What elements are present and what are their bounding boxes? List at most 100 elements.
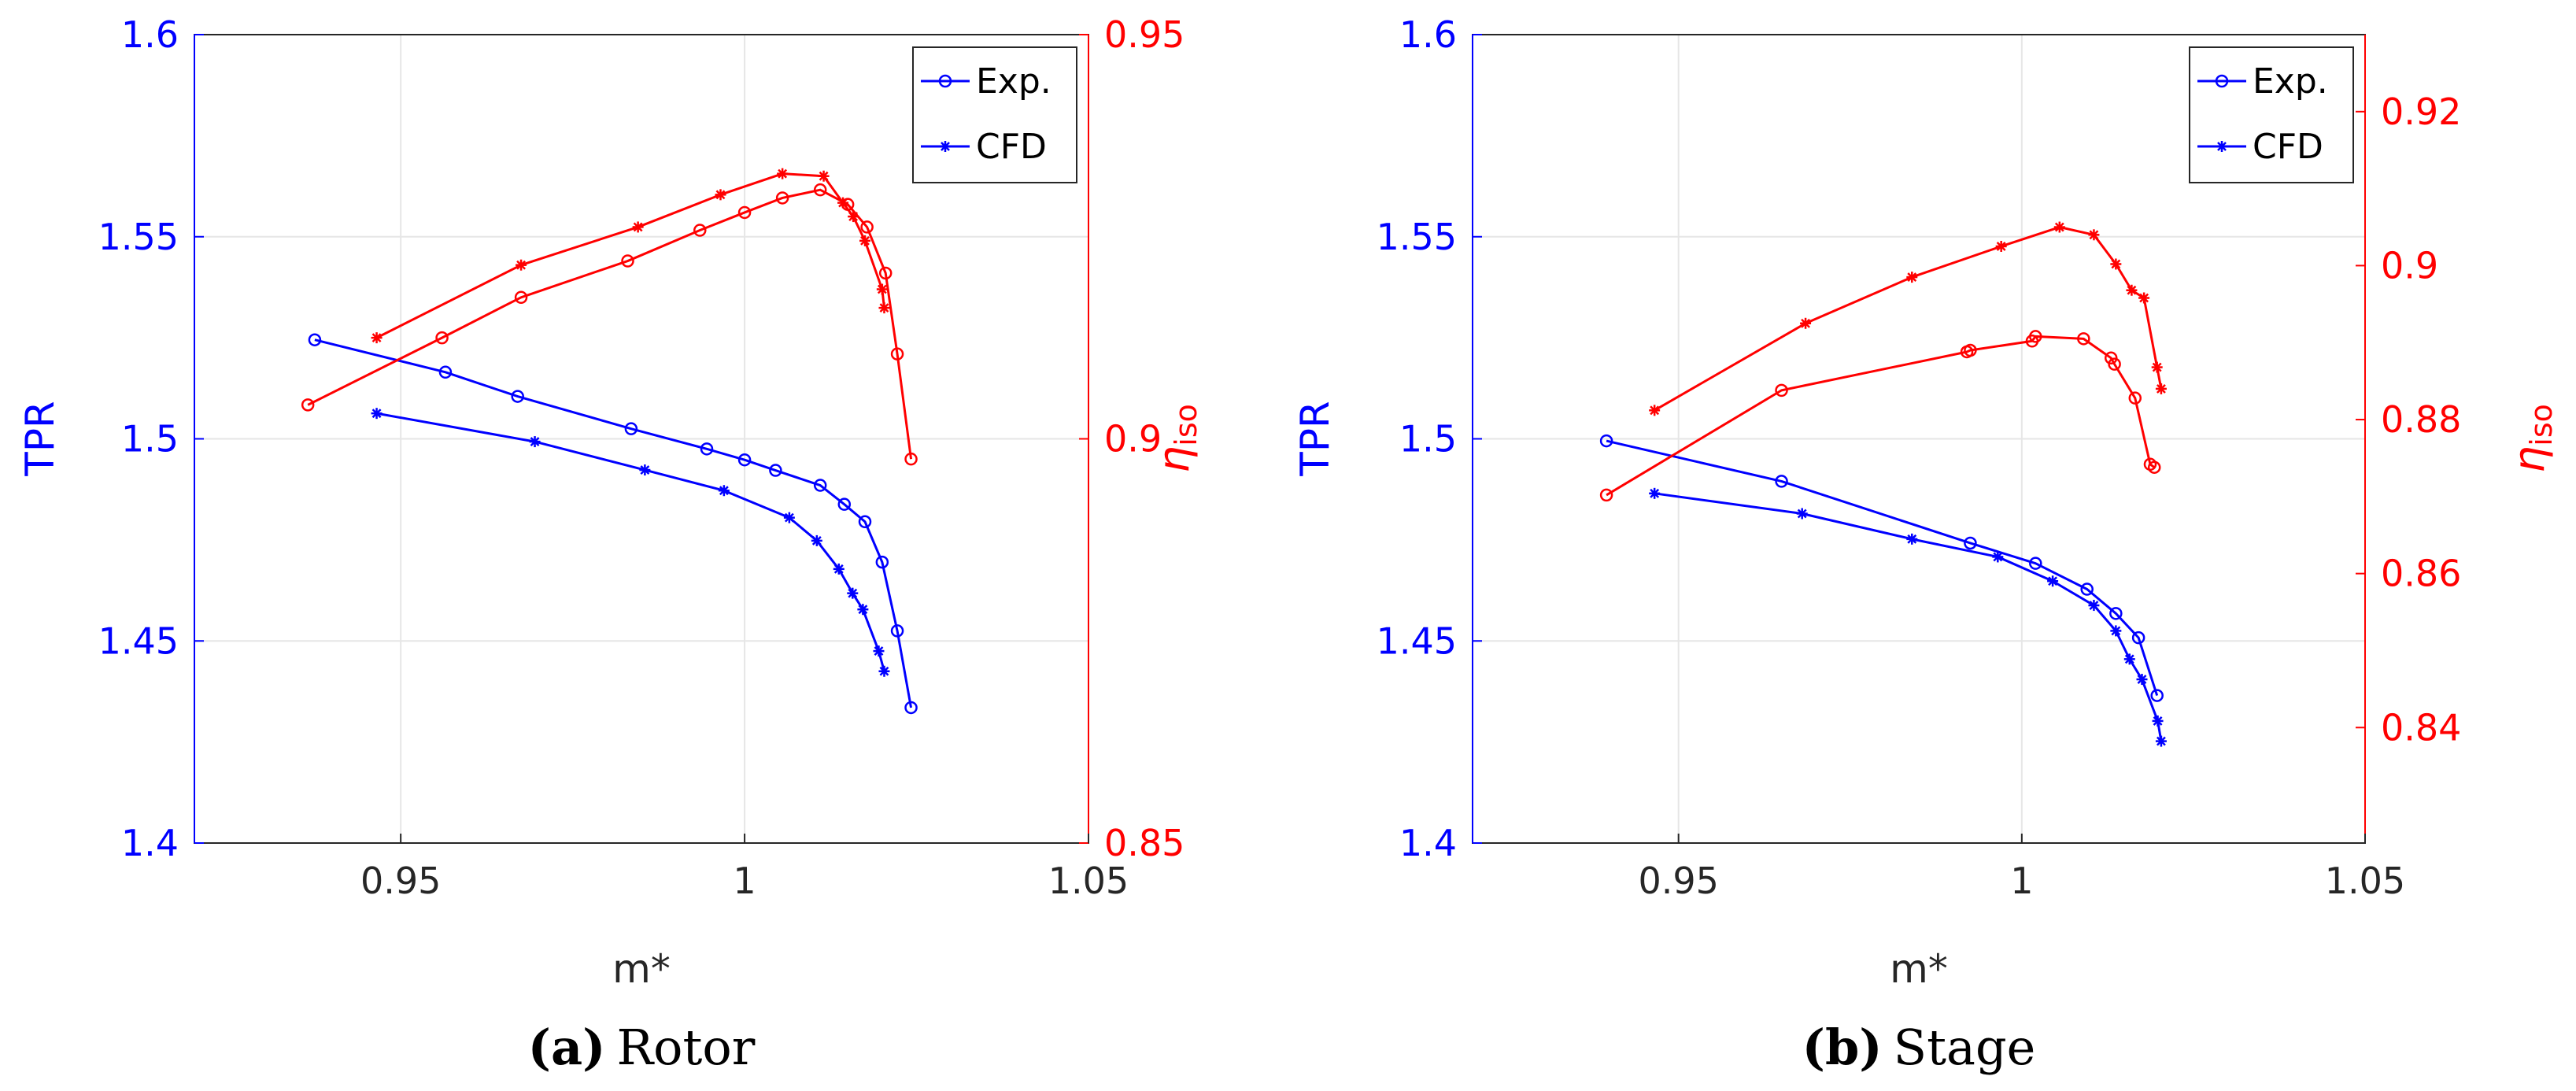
eta-subscript: iso <box>1169 404 1203 446</box>
data-point <box>878 302 890 314</box>
right-y-tick-label: 0.9 <box>2381 244 2438 287</box>
data-point <box>904 701 918 715</box>
data-point <box>1906 272 1918 283</box>
data-point <box>2155 383 2167 394</box>
data-point <box>2131 631 2145 645</box>
data-point <box>775 191 789 205</box>
right-y-ticks: 0.85 0.9 0.95 <box>1079 13 1185 864</box>
caption-text: Stage <box>1894 1019 2036 1076</box>
data-point <box>873 645 885 657</box>
data-point <box>857 604 869 616</box>
right-y-tick-label: 0.86 <box>2381 553 2461 595</box>
data-point <box>813 479 827 492</box>
star-stroke <box>858 605 868 615</box>
data-point <box>1649 487 1661 499</box>
chart-panel-stage: 1.4 1.45 1.5 1.55 1.6 0.84 0.86 0.88 0.9 0.92 0.… <box>1292 13 2559 1076</box>
data-point <box>2138 292 2150 304</box>
data-point <box>2104 351 2118 365</box>
data-point <box>2108 357 2121 371</box>
legend-label-exp: Exp. <box>2253 61 2328 102</box>
data-point <box>1599 434 1613 448</box>
data-point <box>511 390 524 403</box>
data-point <box>890 347 904 361</box>
data-series <box>301 168 918 715</box>
star-stroke <box>2153 716 2163 726</box>
star-marker <box>940 141 951 152</box>
data-point <box>438 365 453 379</box>
data-point <box>2126 284 2138 296</box>
star-stroke <box>2111 259 2121 269</box>
data-point <box>2053 221 2065 233</box>
left-y-tick-label: 1.4 <box>1399 822 1457 864</box>
series--exp <box>1599 330 2161 502</box>
series-line <box>1606 439 2159 697</box>
star-stroke <box>2157 383 2166 394</box>
data-point <box>847 587 859 599</box>
data-point <box>876 283 888 295</box>
y-axis-label-right: ηiso <box>2504 404 2559 473</box>
star-stroke <box>879 303 889 313</box>
star-stroke <box>784 512 794 523</box>
left-y-ticks: 1.4 1.45 1.5 1.55 1.6 <box>98 13 204 864</box>
right-y-tick-label: 0.84 <box>2381 706 2461 749</box>
series-tpr-exp <box>308 333 918 715</box>
star-stroke <box>2139 293 2149 303</box>
data-point <box>2080 582 2094 596</box>
data-point <box>769 464 782 477</box>
series--cfd <box>371 168 890 344</box>
star-stroke <box>640 465 650 475</box>
caption-letter: (b) <box>1802 1019 1883 1076</box>
left-y-tick-label: 1.6 <box>121 13 179 56</box>
right-y-tick-label: 0.85 <box>1104 822 1185 864</box>
y-axis-label-left: TPR <box>17 401 63 476</box>
data-point <box>2110 258 2122 270</box>
star-stroke <box>2111 626 2121 636</box>
data-point <box>2151 361 2163 373</box>
data-point <box>2150 689 2164 702</box>
right-y-tick-label: 0.9 <box>1104 418 1162 460</box>
data-point <box>621 254 634 268</box>
data-point <box>2155 735 2167 747</box>
legend-marker-star <box>940 141 951 152</box>
eta-symbol: η <box>2504 446 2554 473</box>
data-point <box>1800 317 1812 329</box>
data-point <box>859 235 870 246</box>
data-point <box>837 197 849 209</box>
data-point <box>848 211 859 223</box>
right-y-tick-label: 0.95 <box>1104 13 1185 56</box>
star-stroke <box>848 212 859 221</box>
data-point <box>811 534 822 546</box>
right-y-ticks: 0.84 0.86 0.88 0.9 0.92 <box>2356 91 2461 749</box>
star-stroke <box>838 198 848 208</box>
star-stroke <box>1996 242 2006 251</box>
data-point <box>371 408 383 420</box>
star-stroke <box>2137 675 2147 684</box>
data-point <box>1964 536 1977 550</box>
star-stroke <box>2127 285 2137 295</box>
right-y-tick-label: 0.88 <box>2381 398 2461 441</box>
star-stroke <box>1650 405 1660 416</box>
caption-text: Rotor <box>616 1019 755 1076</box>
star-stroke <box>2217 142 2227 151</box>
caption: (b) Stage <box>1802 1019 2036 1076</box>
eta-subscript: iso <box>2524 404 2559 446</box>
data-point <box>308 333 322 346</box>
data-point <box>2152 715 2164 727</box>
x-axis-label: m* <box>612 946 671 992</box>
legend-box <box>2189 46 2354 183</box>
left-y-tick-label: 1.6 <box>1399 13 1457 56</box>
star-stroke <box>516 260 527 270</box>
data-point <box>2047 575 2059 587</box>
data-point <box>514 290 528 305</box>
star-stroke <box>1907 534 1917 544</box>
data-point <box>516 259 527 271</box>
data-point <box>1599 488 1613 502</box>
star-marker <box>2216 141 2227 152</box>
left-y-tick-label: 1.45 <box>98 619 179 662</box>
data-point <box>858 515 872 529</box>
y-axis-label-right: ηiso <box>1149 404 1203 473</box>
x-tick-label: 1 <box>2010 860 2033 902</box>
x-tick-label: 0.95 <box>1638 860 1718 902</box>
data-point <box>371 332 383 344</box>
data-point <box>2147 460 2161 474</box>
